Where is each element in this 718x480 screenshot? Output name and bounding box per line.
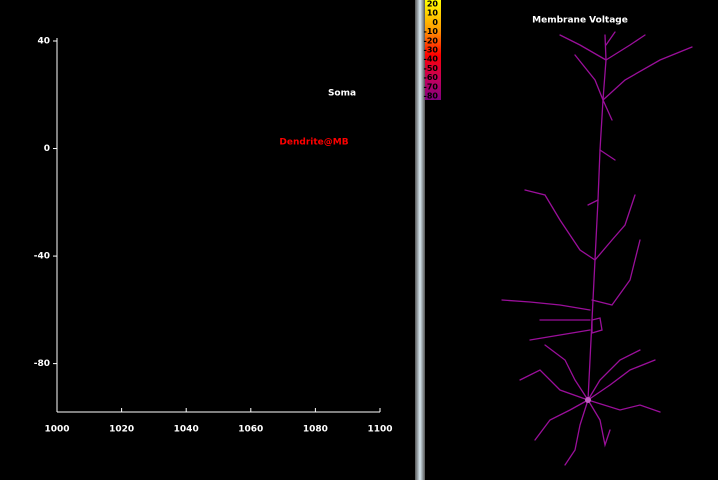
x-tick-label: 1060 <box>238 425 263 435</box>
shape-panel <box>425 0 718 480</box>
y-tick-label: 0 <box>44 144 50 154</box>
y-tick-label: 40 <box>37 37 50 47</box>
colorbar-label: -30 <box>424 46 439 55</box>
colorbar-label: -50 <box>424 64 439 73</box>
x-tick-label: 1020 <box>109 425 134 435</box>
shape-plot: Membrane Voltage 20100-10-20-30-40-50-60… <box>424 0 693 466</box>
colorbar-label: 20 <box>427 0 439 9</box>
colorbar-label: -10 <box>424 27 439 36</box>
colorbar-label: -80 <box>424 92 439 101</box>
legend-entry: Dendrite@MB <box>279 138 348 148</box>
x-tick-label: 1040 <box>174 425 199 435</box>
graph: 40 0 -40 -80 1000 1020 1040 1060 1080 1100 Soma Den… <box>34 37 393 435</box>
colorbar <box>425 0 441 100</box>
colorbar-label: -40 <box>424 55 439 64</box>
colorbar-label: -20 <box>424 36 439 45</box>
shape-title: Membrane Voltage <box>532 16 628 26</box>
x-tick-label: 1080 <box>303 425 328 435</box>
splitter[interactable] <box>415 0 425 480</box>
y-tick-label: -80 <box>34 359 50 369</box>
x-tick-label: 1000 <box>44 425 69 435</box>
colorbar-label: 0 <box>432 18 438 27</box>
y-tick-label: -40 <box>34 252 50 262</box>
colorbar-label: -60 <box>424 73 439 82</box>
colorbar-label: -70 <box>424 82 439 91</box>
neuron <box>501 31 693 466</box>
x-tick-label: 1100 <box>367 425 392 435</box>
graph-panel <box>0 0 415 480</box>
colorbar-label: 10 <box>427 9 439 18</box>
legend-entry: Soma <box>328 89 356 99</box>
